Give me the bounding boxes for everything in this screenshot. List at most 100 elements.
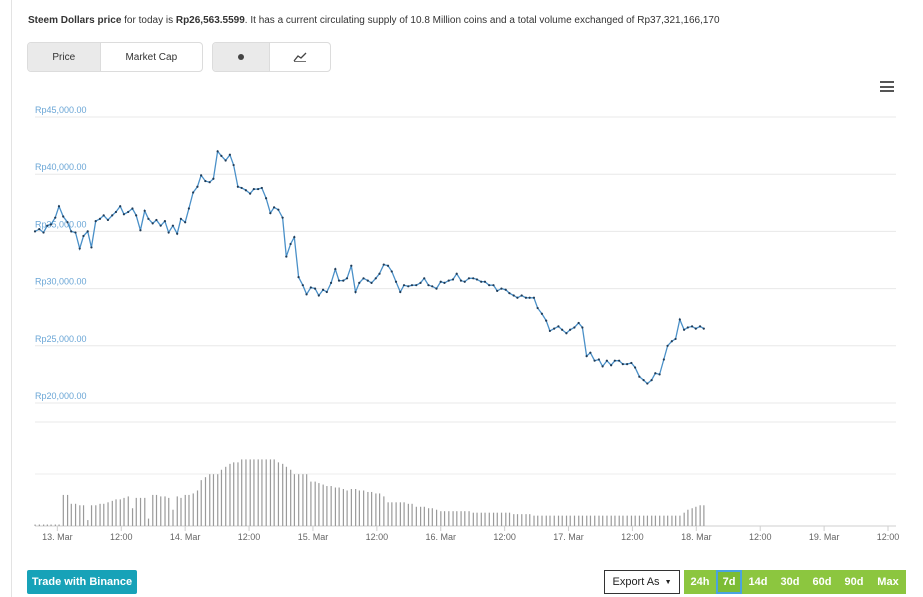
volume-bar xyxy=(602,515,604,526)
volume-bar xyxy=(229,463,231,526)
price-point xyxy=(159,224,162,227)
price-point xyxy=(187,207,190,210)
price-point xyxy=(374,277,377,280)
volume-bar xyxy=(521,514,523,526)
volume-bar xyxy=(363,490,365,526)
volume-bar xyxy=(322,484,324,526)
volume-bar xyxy=(79,505,81,526)
volume-bar xyxy=(152,494,154,526)
volume-bar xyxy=(290,469,292,526)
summary-text-1: for today is xyxy=(121,15,176,26)
price-point xyxy=(500,287,503,290)
volume-bar xyxy=(505,512,507,526)
line-chart-icon[interactable] xyxy=(270,43,330,71)
volume-bar xyxy=(192,493,194,526)
volume-bar xyxy=(691,508,693,526)
price-point xyxy=(354,290,357,294)
trade-with-binance-button[interactable]: Trade with Binance xyxy=(27,570,137,594)
price-point xyxy=(650,379,653,382)
price-point xyxy=(204,179,207,183)
range-7d-button[interactable]: 7d xyxy=(716,570,742,594)
range-30d-button[interactable]: 30d xyxy=(780,576,800,588)
price-tab[interactable]: Price xyxy=(28,43,101,71)
line-chart-icon-glyph xyxy=(293,52,307,62)
volume-bar xyxy=(411,503,413,526)
price-point xyxy=(269,211,272,215)
price-point xyxy=(220,154,223,157)
price-point xyxy=(690,325,694,328)
volume-bar xyxy=(622,515,624,526)
volume-bar xyxy=(695,506,697,526)
volume-bar xyxy=(496,512,498,526)
volume-bar xyxy=(282,463,284,526)
price-point xyxy=(419,281,422,284)
range-Max-button[interactable]: Max xyxy=(877,576,899,588)
price-point xyxy=(472,277,475,280)
volume-bar xyxy=(513,514,515,526)
volume-bar xyxy=(237,462,239,526)
price-point xyxy=(459,279,463,282)
volume-bar xyxy=(326,486,328,526)
volume-bar xyxy=(651,515,653,526)
volume-bar xyxy=(330,486,332,526)
volume-bar xyxy=(123,497,125,526)
metric-toggle: Price Market Cap xyxy=(27,42,203,72)
price-point xyxy=(285,255,288,258)
y-tick-label: Rp25,000.00 xyxy=(35,334,87,344)
volume-bar xyxy=(472,512,474,526)
price-point xyxy=(176,232,179,235)
volume-bar xyxy=(99,503,101,526)
volume-bar xyxy=(46,524,48,526)
price-point xyxy=(435,287,438,290)
price-point xyxy=(443,281,446,284)
volume-bar xyxy=(253,459,255,526)
price-point xyxy=(345,277,349,280)
market-cap-tab[interactable]: Market Cap xyxy=(125,51,178,63)
price-point xyxy=(38,228,41,231)
price-point xyxy=(370,281,373,284)
volume-bar xyxy=(423,506,425,526)
volume-bar xyxy=(581,515,584,526)
volume-bar xyxy=(62,494,64,526)
y-tick-label: Rp40,000.00 xyxy=(35,162,87,172)
price-point xyxy=(463,280,466,283)
hamburger-menu-icon[interactable] xyxy=(880,81,894,92)
volume-bar xyxy=(225,466,227,526)
dot-icon[interactable] xyxy=(213,43,270,71)
volume-bar xyxy=(135,497,137,526)
y-tick-label: Rp45,000.00 xyxy=(35,105,87,115)
price-point xyxy=(528,296,531,299)
price-point xyxy=(638,375,641,378)
price-point xyxy=(86,230,89,233)
x-tick-label: 12:00 xyxy=(110,532,133,542)
price-point xyxy=(605,359,608,362)
x-tick-label: 12:00 xyxy=(621,532,644,542)
volume-bar xyxy=(196,490,199,526)
price-point xyxy=(350,264,353,267)
volume-bar xyxy=(594,515,596,526)
price-point xyxy=(317,294,320,297)
price-point xyxy=(658,373,661,376)
y-tick-label: Rp30,000.00 xyxy=(35,277,87,287)
volume-bar xyxy=(420,506,422,526)
volume-bar xyxy=(342,489,344,526)
price-point xyxy=(678,318,681,321)
export-as-button[interactable]: Export As ▼ xyxy=(604,570,680,594)
volume-bar xyxy=(456,511,458,526)
range-90d-button[interactable]: 90d xyxy=(844,576,864,588)
range-14d-button[interactable]: 14d xyxy=(748,576,768,588)
dot-icon-glyph xyxy=(237,54,244,60)
price-point xyxy=(553,327,556,330)
volume-bar xyxy=(703,505,705,526)
price-point xyxy=(309,286,312,289)
volume-bar xyxy=(184,494,186,526)
volume-bar xyxy=(634,515,636,526)
range-24h-button[interactable]: 24h xyxy=(690,576,710,588)
volume-bar xyxy=(663,515,665,526)
price-point xyxy=(565,332,568,335)
volume-bar xyxy=(614,515,616,526)
range-60d-button[interactable]: 60d xyxy=(812,576,832,588)
price-point xyxy=(301,284,304,287)
price-point xyxy=(135,214,138,217)
volume-bar xyxy=(654,515,657,526)
